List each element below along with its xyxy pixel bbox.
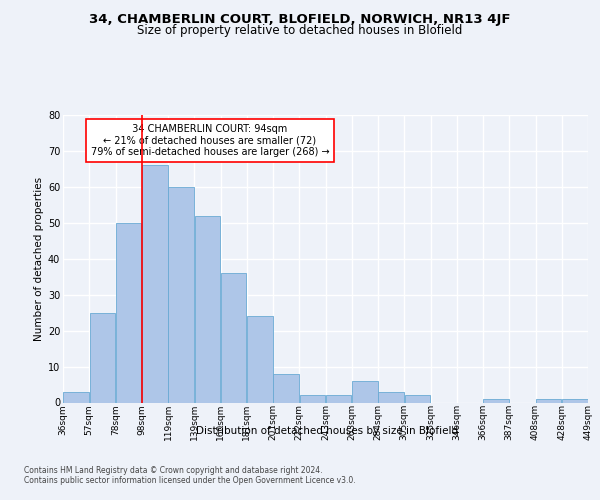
Bar — [274, 374, 299, 402]
Bar — [116, 223, 142, 402]
Bar — [379, 392, 404, 402]
Bar — [352, 381, 377, 402]
Bar — [299, 396, 325, 402]
Bar — [221, 273, 247, 402]
Bar — [326, 396, 352, 402]
Bar — [404, 396, 430, 402]
Bar — [562, 399, 587, 402]
Text: Distribution of detached houses by size in Blofield: Distribution of detached houses by size … — [196, 426, 458, 436]
Bar — [194, 216, 220, 402]
Bar — [536, 399, 562, 402]
Bar — [169, 187, 194, 402]
Y-axis label: Number of detached properties: Number of detached properties — [34, 176, 44, 341]
Bar — [142, 166, 167, 402]
Bar — [89, 312, 115, 402]
Text: 34, CHAMBERLIN COURT, BLOFIELD, NORWICH, NR13 4JF: 34, CHAMBERLIN COURT, BLOFIELD, NORWICH,… — [89, 12, 511, 26]
Bar — [64, 392, 89, 402]
Text: Size of property relative to detached houses in Blofield: Size of property relative to detached ho… — [137, 24, 463, 37]
Text: Contains public sector information licensed under the Open Government Licence v3: Contains public sector information licen… — [24, 476, 356, 485]
Bar — [484, 399, 509, 402]
Bar — [247, 316, 272, 402]
Text: Contains HM Land Registry data © Crown copyright and database right 2024.: Contains HM Land Registry data © Crown c… — [24, 466, 323, 475]
Text: 34 CHAMBERLIN COURT: 94sqm  
← 21% of detached houses are smaller (72)
79% of se: 34 CHAMBERLIN COURT: 94sqm ← 21% of deta… — [91, 124, 329, 157]
